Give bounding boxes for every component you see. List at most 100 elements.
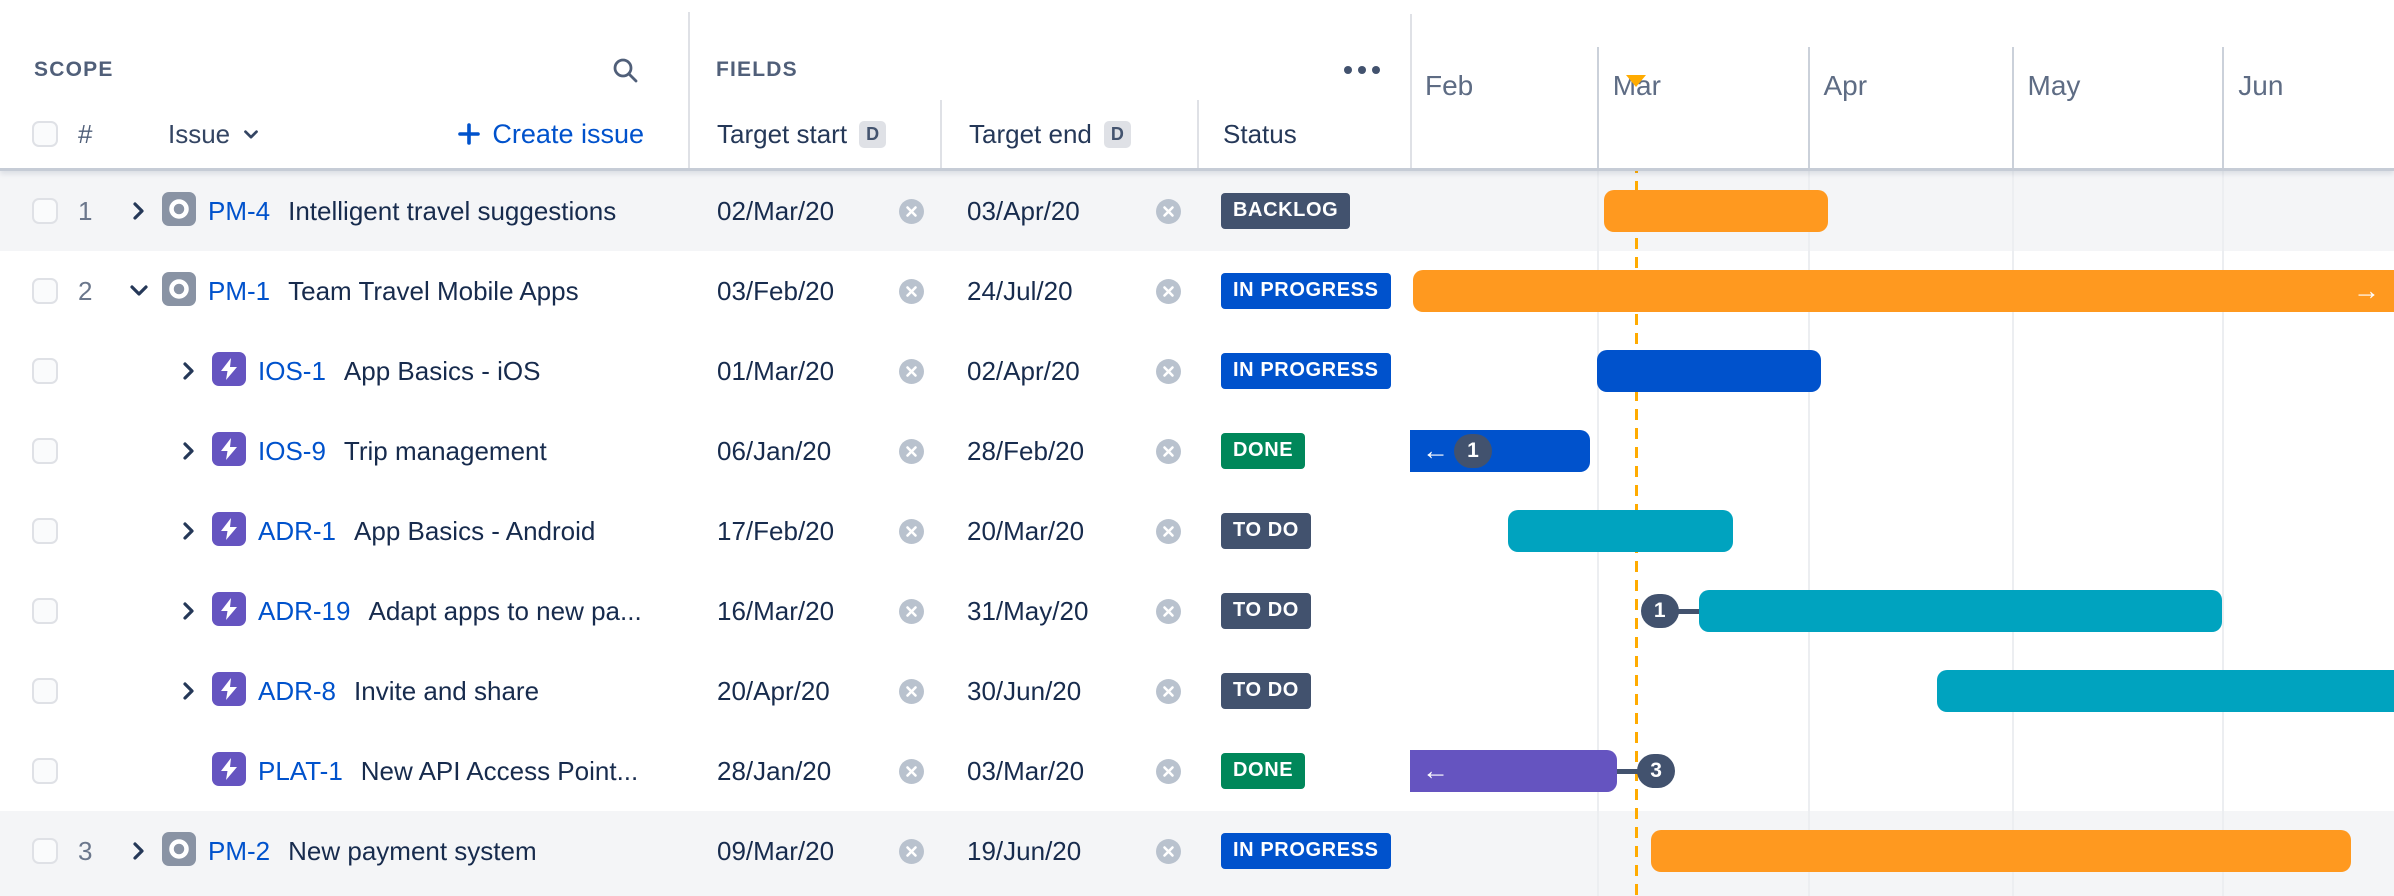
clear-date-icon[interactable] (1156, 678, 1181, 704)
target-start-column-header[interactable]: Target start D (690, 100, 940, 168)
clear-date-icon[interactable] (1156, 198, 1181, 224)
expand-chevron-icon[interactable] (126, 198, 162, 224)
issue-row[interactable]: IOS-9 Trip management 06/Jan/20 28/Feb/2… (0, 411, 2394, 491)
target-end-value[interactable]: 31/May/20 (967, 595, 1089, 626)
target-start-value[interactable]: 02/Mar/20 (717, 195, 835, 226)
issue-key-link[interactable]: IOS-9 (258, 435, 326, 466)
expand-chevron-icon[interactable] (176, 678, 212, 704)
search-icon[interactable] (610, 55, 640, 85)
clear-date-icon[interactable] (1156, 758, 1181, 784)
status-badge[interactable]: TO DO (1221, 513, 1311, 549)
issue-column-header[interactable]: Issue (168, 119, 262, 150)
status-column-header[interactable]: Status (1197, 100, 1410, 168)
clear-date-icon[interactable] (899, 278, 924, 304)
clear-date-icon[interactable] (1156, 598, 1181, 624)
issue-row[interactable]: ADR-19 Adapt apps to new pa... 16/Mar/20… (0, 571, 2394, 651)
row-checkbox[interactable] (32, 438, 58, 464)
target-start-value[interactable]: 01/Mar/20 (717, 355, 835, 386)
issue-row[interactable]: 2 PM-1 Team Travel Mobile Apps 03/Feb/20… (0, 251, 2394, 331)
expand-chevron-icon[interactable] (176, 518, 212, 544)
row-checkbox[interactable] (32, 598, 58, 624)
target-end-cell[interactable]: 03/Mar/20 (940, 756, 1197, 787)
target-start-value[interactable]: 06/Jan/20 (717, 435, 832, 466)
target-end-value[interactable]: 19/Jun/20 (967, 835, 1082, 866)
clear-date-icon[interactable] (1156, 518, 1181, 544)
target-end-cell[interactable]: 24/Jul/20 (940, 276, 1197, 307)
target-start-value[interactable]: 03/Feb/20 (717, 275, 835, 306)
target-end-cell[interactable]: 31/May/20 (940, 596, 1197, 627)
issue-key-link[interactable]: IOS-1 (258, 355, 326, 386)
clear-date-icon[interactable] (899, 358, 924, 384)
expand-chevron-icon[interactable] (176, 598, 212, 624)
target-start-value[interactable]: 28/Jan/20 (717, 755, 832, 786)
target-start-value[interactable]: 09/Mar/20 (717, 835, 835, 866)
gantt-bar-adr-19[interactable] (1698, 590, 2223, 632)
target-end-cell[interactable]: 28/Feb/20 (940, 436, 1197, 467)
gantt-bar-ios-1[interactable] (1596, 350, 1822, 392)
row-checkbox[interactable] (32, 198, 58, 224)
row-checkbox[interactable] (32, 678, 58, 704)
target-start-cell[interactable]: 06/Jan/20 (690, 436, 940, 467)
dependency-badge[interactable]: 1 (1640, 594, 1679, 628)
gantt-bar-ios-9[interactable]: ← (1410, 430, 1590, 472)
target-start-cell[interactable]: 28/Jan/20 (690, 756, 940, 787)
clear-date-icon[interactable] (899, 598, 924, 624)
target-start-cell[interactable]: 16/Mar/20 (690, 596, 940, 627)
clear-date-icon[interactable] (1156, 438, 1181, 464)
issue-row[interactable]: ADR-1 App Basics - Android 17/Feb/20 20/… (0, 491, 2394, 571)
gantt-bar-plat-1[interactable]: ← (1410, 750, 1618, 792)
clear-date-icon[interactable] (899, 518, 924, 544)
target-start-value[interactable]: 17/Feb/20 (717, 515, 835, 546)
row-checkbox[interactable] (32, 358, 58, 384)
clear-date-icon[interactable] (899, 198, 924, 224)
target-end-cell[interactable]: 20/Mar/20 (940, 516, 1197, 547)
dependency-badge[interactable]: 3 (1637, 754, 1676, 788)
status-badge[interactable]: IN PROGRESS (1221, 353, 1391, 389)
status-badge[interactable]: IN PROGRESS (1221, 833, 1391, 869)
status-badge[interactable]: DONE (1221, 433, 1306, 469)
target-end-cell[interactable]: 03/Apr/20 (940, 196, 1197, 227)
status-badge[interactable]: TO DO (1221, 673, 1311, 709)
gantt-bar-adr-8[interactable] (1936, 670, 2394, 712)
clear-date-icon[interactable] (1156, 278, 1181, 304)
target-end-value[interactable]: 02/Apr/20 (967, 355, 1080, 386)
target-start-cell[interactable]: 09/Mar/20 (690, 836, 940, 867)
issue-key-link[interactable]: PM-1 (208, 275, 271, 306)
target-end-cell[interactable]: 19/Jun/20 (940, 836, 1197, 867)
issue-row[interactable]: ADR-8 Invite and share 20/Apr/20 30/Jun/… (0, 651, 2394, 731)
issue-row[interactable]: 1 PM-4 Intelligent travel suggestions 02… (0, 171, 2394, 251)
clear-date-icon[interactable] (899, 758, 924, 784)
target-start-cell[interactable]: 17/Feb/20 (690, 516, 940, 547)
row-checkbox[interactable] (32, 758, 58, 784)
issue-key-link[interactable]: PM-2 (208, 835, 271, 866)
issue-key-link[interactable]: ADR-1 (258, 515, 337, 546)
target-start-value[interactable]: 16/Mar/20 (717, 595, 835, 626)
issue-key-link[interactable]: PM-4 (208, 195, 271, 226)
target-start-cell[interactable]: 03/Feb/20 (690, 276, 940, 307)
clear-date-icon[interactable] (899, 838, 924, 864)
status-badge[interactable]: IN PROGRESS (1221, 273, 1391, 309)
more-options-icon[interactable] (1344, 66, 1380, 74)
gantt-bar-pm-4[interactable] (1603, 190, 1828, 232)
target-end-cell[interactable]: 02/Apr/20 (940, 356, 1197, 387)
status-badge[interactable]: DONE (1221, 753, 1306, 789)
target-start-cell[interactable]: 20/Apr/20 (690, 676, 940, 707)
expand-chevron-icon[interactable] (176, 438, 212, 464)
clear-date-icon[interactable] (899, 678, 924, 704)
issue-row[interactable]: PLAT-1 New API Access Point... 28/Jan/20… (0, 731, 2394, 811)
target-start-value[interactable]: 20/Apr/20 (717, 675, 830, 706)
issue-key-link[interactable]: ADR-19 (258, 595, 351, 626)
select-all-checkbox[interactable] (32, 121, 58, 147)
create-issue-button[interactable]: Create issue (456, 119, 644, 150)
issue-row[interactable]: 3 PM-2 New payment system 09/Mar/20 19/J… (0, 811, 2394, 891)
clear-date-icon[interactable] (1156, 358, 1181, 384)
row-checkbox[interactable] (32, 278, 58, 304)
row-checkbox[interactable] (32, 518, 58, 544)
issue-row[interactable]: IOS-1 App Basics - iOS 01/Mar/20 02/Apr/… (0, 331, 2394, 411)
gantt-bar-adr-1[interactable] (1508, 510, 1733, 552)
gantt-bar-pm-1[interactable]: → (1413, 270, 2394, 312)
target-start-cell[interactable]: 02/Mar/20 (690, 196, 940, 227)
issue-key-link[interactable]: ADR-8 (258, 675, 337, 706)
status-badge[interactable]: TO DO (1221, 593, 1311, 629)
status-badge[interactable]: BACKLOG (1221, 193, 1351, 229)
